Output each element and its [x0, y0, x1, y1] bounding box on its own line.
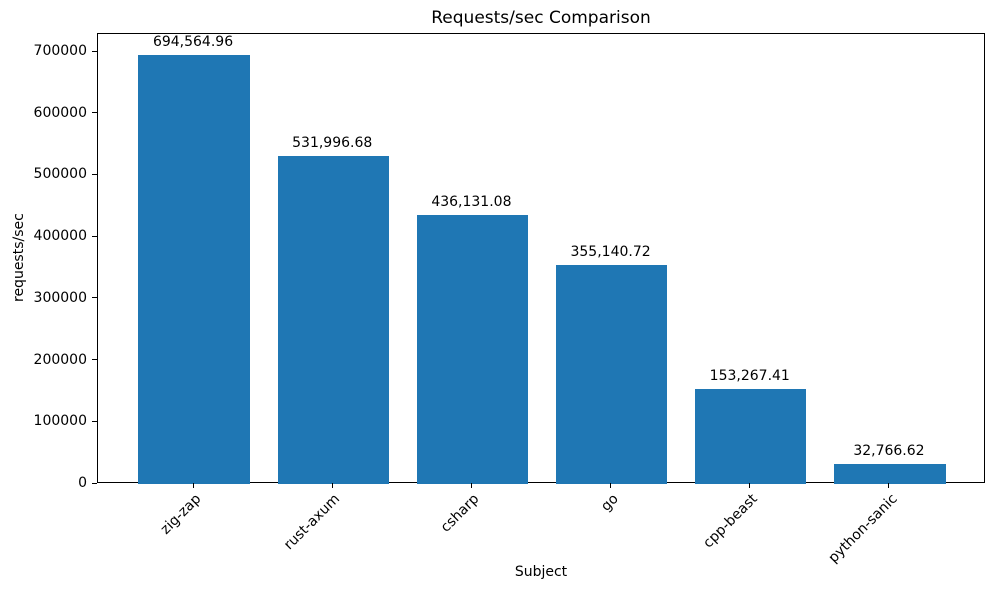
bar-value-label: 355,140.72	[570, 243, 651, 260]
bar-value-label: 153,267.41	[709, 368, 790, 385]
y-tick-mark	[92, 50, 97, 52]
bar-value-label: 531,996.68	[292, 134, 373, 151]
y-tick-label: 400000	[33, 228, 87, 245]
y-tick-label: 300000	[33, 289, 87, 306]
y-tick-mark	[92, 173, 97, 175]
bar-python-sanic	[834, 463, 946, 484]
plot-area	[97, 33, 985, 484]
x-tick-label-cpp-beast: cpp-beast	[700, 491, 762, 552]
x-tick-mark	[888, 483, 890, 488]
bar-rust-axum	[277, 155, 389, 484]
y-tick-mark	[92, 235, 97, 237]
y-tick-label: 200000	[33, 351, 87, 368]
bar-value-label: 32,766.62	[853, 442, 925, 459]
bar-value-label: 436,131.08	[431, 193, 512, 210]
y-tick-mark	[92, 420, 97, 422]
x-tick-label-rust-axum: rust-axum	[281, 491, 344, 554]
chart-title: Requests/sec Comparison	[431, 8, 651, 28]
bar-csharp	[416, 214, 529, 484]
bar-zig-zap	[138, 55, 250, 484]
y-tick-label: 600000	[33, 104, 87, 121]
bar-value-label: 694,564.96	[152, 34, 234, 51]
bar-go	[555, 264, 668, 484]
y-tick-label: 700000	[33, 43, 87, 60]
x-tick-label-go: go	[598, 491, 622, 515]
x-tick-label-csharp: csharp	[438, 491, 483, 536]
y-tick-mark	[92, 297, 97, 299]
x-axis-label: Subject	[514, 564, 568, 580]
x-tick-mark	[610, 483, 612, 488]
x-tick-label-python-sanic: python-sanic	[825, 491, 901, 567]
bar-cpp-beast	[695, 389, 807, 484]
x-tick-mark	[192, 483, 194, 488]
y-tick-mark	[92, 112, 97, 114]
y-tick-label: 100000	[33, 413, 87, 430]
y-tick-label: 500000	[33, 166, 87, 183]
x-tick-mark	[470, 483, 472, 488]
x-tick-mark	[331, 483, 333, 488]
y-tick-mark	[92, 359, 97, 361]
y-tick-label: 0	[78, 475, 87, 491]
y-tick-mark	[92, 482, 97, 484]
x-tick-label-zig-zap: zig-zap	[157, 491, 205, 538]
x-tick-mark	[749, 483, 751, 488]
